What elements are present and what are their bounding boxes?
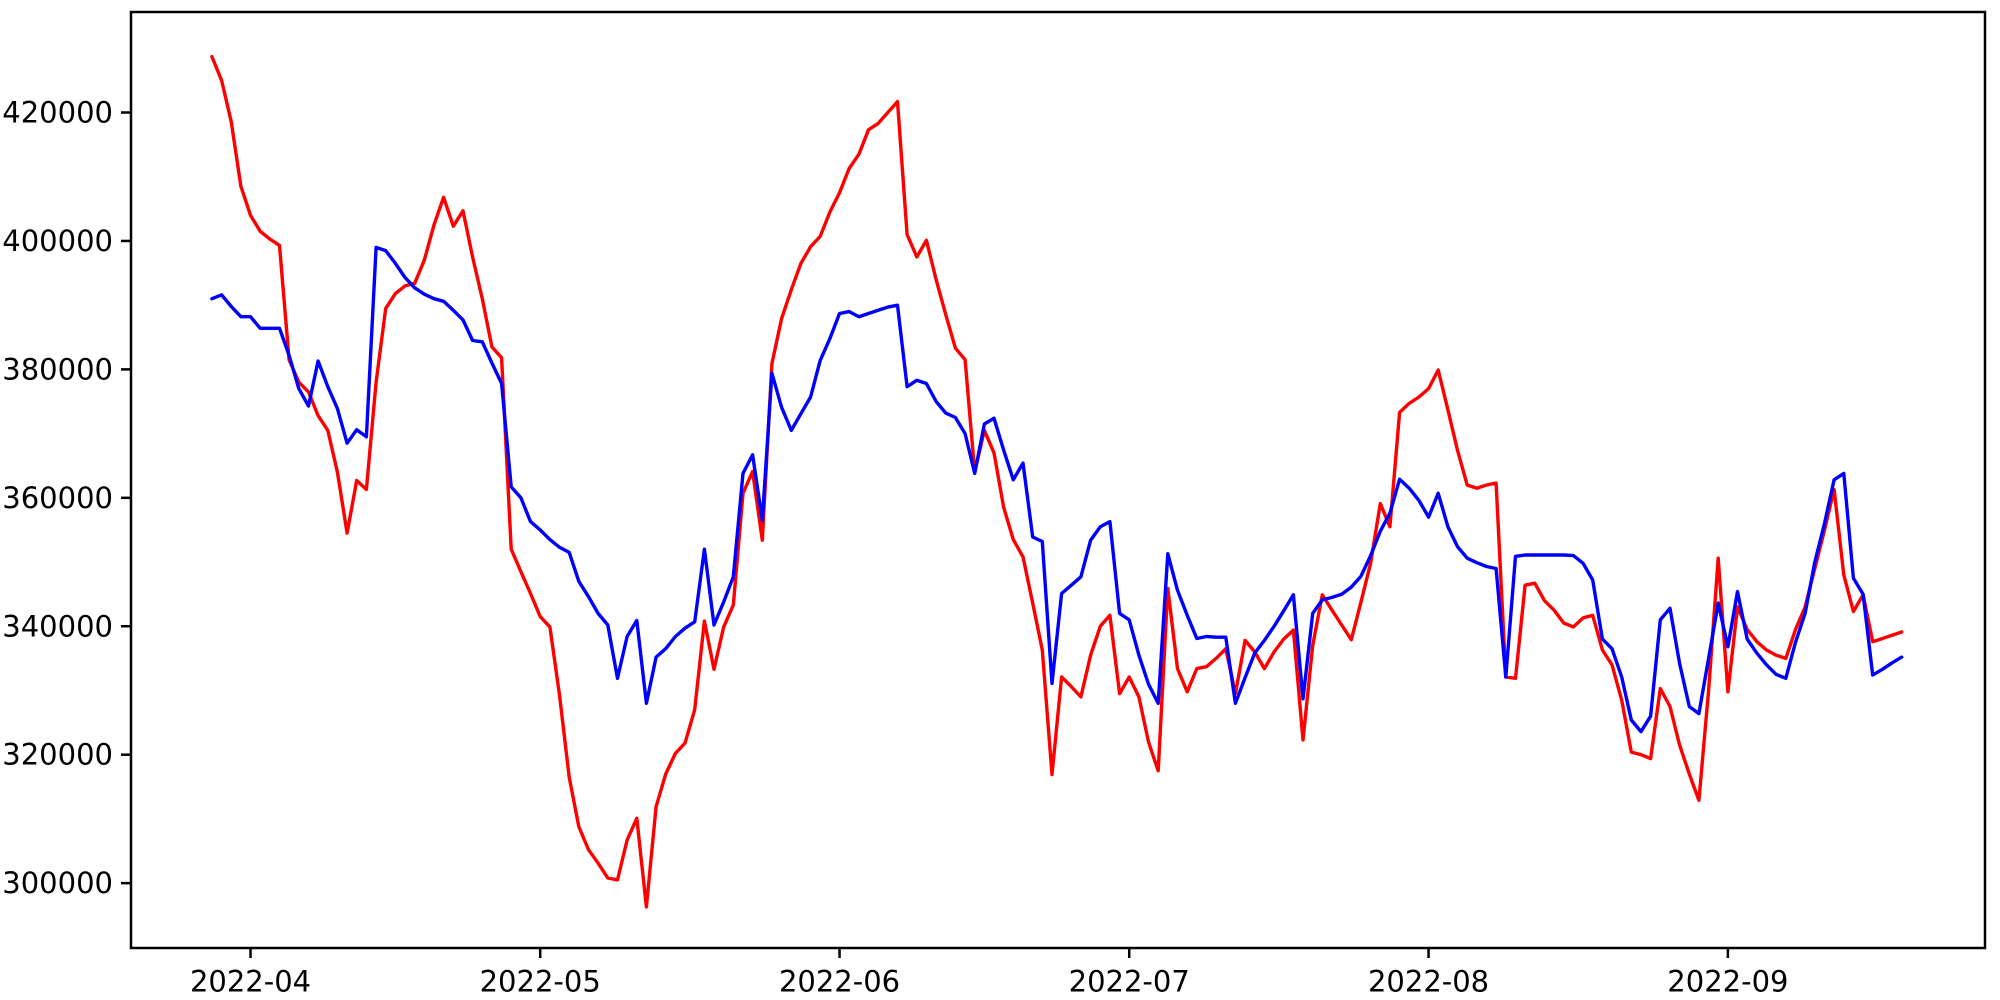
y-tick-label: 340000	[2, 609, 113, 643]
y-tick-label: 380000	[2, 352, 113, 386]
x-tick-label: 2022-07	[1069, 965, 1190, 999]
x-tick-label: 2022-04	[190, 965, 311, 999]
y-tick-label: 360000	[2, 481, 113, 515]
y-tick-label: 320000	[2, 738, 113, 772]
x-tick-label: 2022-09	[1667, 965, 1788, 999]
red-series-line	[210, 54, 1904, 909]
x-tick-label: 2022-06	[779, 965, 900, 999]
y-tick-label: 300000	[2, 866, 113, 900]
x-tick-label: 2022-08	[1368, 965, 1489, 999]
plot-border	[129, 10, 1987, 950]
y-tick-label: 420000	[2, 96, 113, 130]
y-tick-label: 400000	[2, 224, 113, 258]
blue-series-line	[210, 245, 1904, 734]
x-tick-label: 2022-05	[480, 965, 601, 999]
